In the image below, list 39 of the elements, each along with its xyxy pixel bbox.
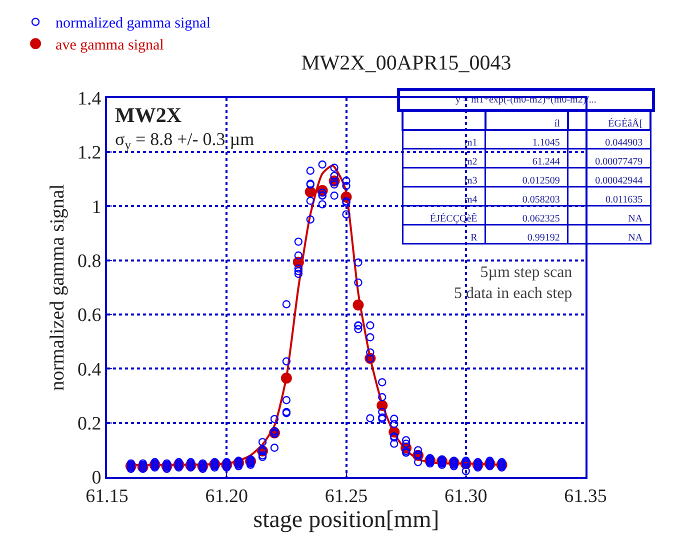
- y-axis-title: normalized gamma signal: [46, 184, 68, 391]
- annotation: íl: [554, 118, 560, 130]
- y-tick-label: 1: [92, 196, 102, 218]
- x-tick-label: 61.20: [205, 486, 248, 507]
- text: NA: [628, 213, 644, 224]
- annotation: 0.012509: [522, 175, 560, 186]
- x-axis-title: stage position[mm]: [253, 506, 440, 533]
- x-tick-label: 61.35: [564, 486, 607, 507]
- annotation: ÉJÉCÇQèÊ: [430, 212, 478, 224]
- legend-label: ave gamma signal: [56, 38, 164, 54]
- annotation: 1.1045: [532, 137, 560, 148]
- annotation: 5µm step scan 5 data in each step: [454, 264, 572, 302]
- x-tick-label: 61.30: [444, 486, 488, 507]
- text: 0.011635: [605, 194, 643, 206]
- y-tick-label: 0.2: [77, 413, 102, 434]
- x-tick-label: 61.25: [324, 486, 368, 507]
- y-tick-label: 1.4: [77, 88, 102, 110]
- annotation: m1: [464, 137, 478, 148]
- annotation: 0.99192: [527, 232, 560, 244]
- text: 0.00042944: [595, 175, 643, 186]
- annotation: m3: [464, 175, 478, 186]
- y-tick-label: 0.8: [77, 251, 102, 272]
- annotation: MW2X: [115, 103, 182, 127]
- y-tick-label: 0.4: [77, 359, 102, 380]
- chart-title: MW2X_00APR15_0043: [301, 50, 512, 74]
- text: 0.00077479: [595, 156, 643, 168]
- annotation: R: [470, 232, 478, 244]
- y-tick-label: 0.6: [77, 305, 102, 326]
- annotation: 61.244: [532, 156, 560, 168]
- annotation: 0.058203: [522, 194, 560, 206]
- annotation: 0.062325: [522, 213, 560, 224]
- text: ÉGÉâÅ[: [608, 117, 643, 130]
- y-tick-label: 1.2: [77, 142, 102, 164]
- annotation: m4: [464, 194, 478, 206]
- annotation: m2: [464, 156, 478, 168]
- legend-label: normalized gamma signal: [56, 16, 210, 32]
- text: 0.044903: [605, 137, 643, 148]
- text: NA: [628, 232, 644, 244]
- annotation: σ$_{y}$ = 8.8 +/- 0.3 µm: [115, 129, 254, 152]
